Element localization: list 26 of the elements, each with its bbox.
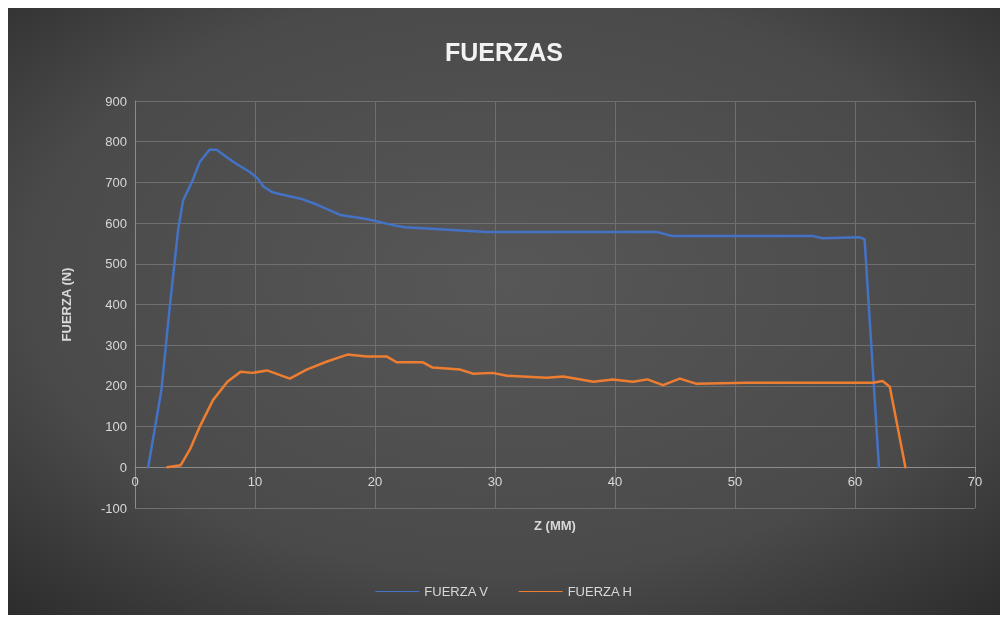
legend-label: FUERZA H xyxy=(567,584,632,599)
y-tick-label: 300 xyxy=(105,337,127,353)
y-tick-label: 800 xyxy=(105,134,127,150)
x-tick-label: 10 xyxy=(247,474,263,490)
x-tick-label: 70 xyxy=(967,474,983,490)
x-axis-title: Z (MM) xyxy=(534,518,576,534)
y-tick-label: 400 xyxy=(105,297,127,312)
y-tick-label: 600 xyxy=(105,215,127,231)
y-tick-label: -100 xyxy=(100,500,127,516)
y-tick-label: 900 xyxy=(105,93,127,109)
y-tick-label: 700 xyxy=(105,174,127,190)
line-series xyxy=(166,353,907,469)
x-tick-label: 30 xyxy=(487,474,503,490)
x-tick-label: 20 xyxy=(367,474,383,490)
x-tick-label: 40 xyxy=(607,474,623,490)
y-tick-label: 500 xyxy=(105,256,127,272)
y-tick-label: 0 xyxy=(119,459,127,475)
legend-label: FUERZA V xyxy=(424,584,489,599)
x-tick-label: 0 xyxy=(131,474,139,490)
line-series xyxy=(146,148,881,469)
y-axis-title: FUERZA (N) xyxy=(59,267,74,342)
x-tick-label: 50 xyxy=(727,474,743,490)
y-tick-label: 100 xyxy=(105,419,127,435)
x-tick-label: 60 xyxy=(847,474,863,490)
chart-title: FUERZAS xyxy=(444,37,564,66)
y-tick-label: 200 xyxy=(105,378,127,394)
